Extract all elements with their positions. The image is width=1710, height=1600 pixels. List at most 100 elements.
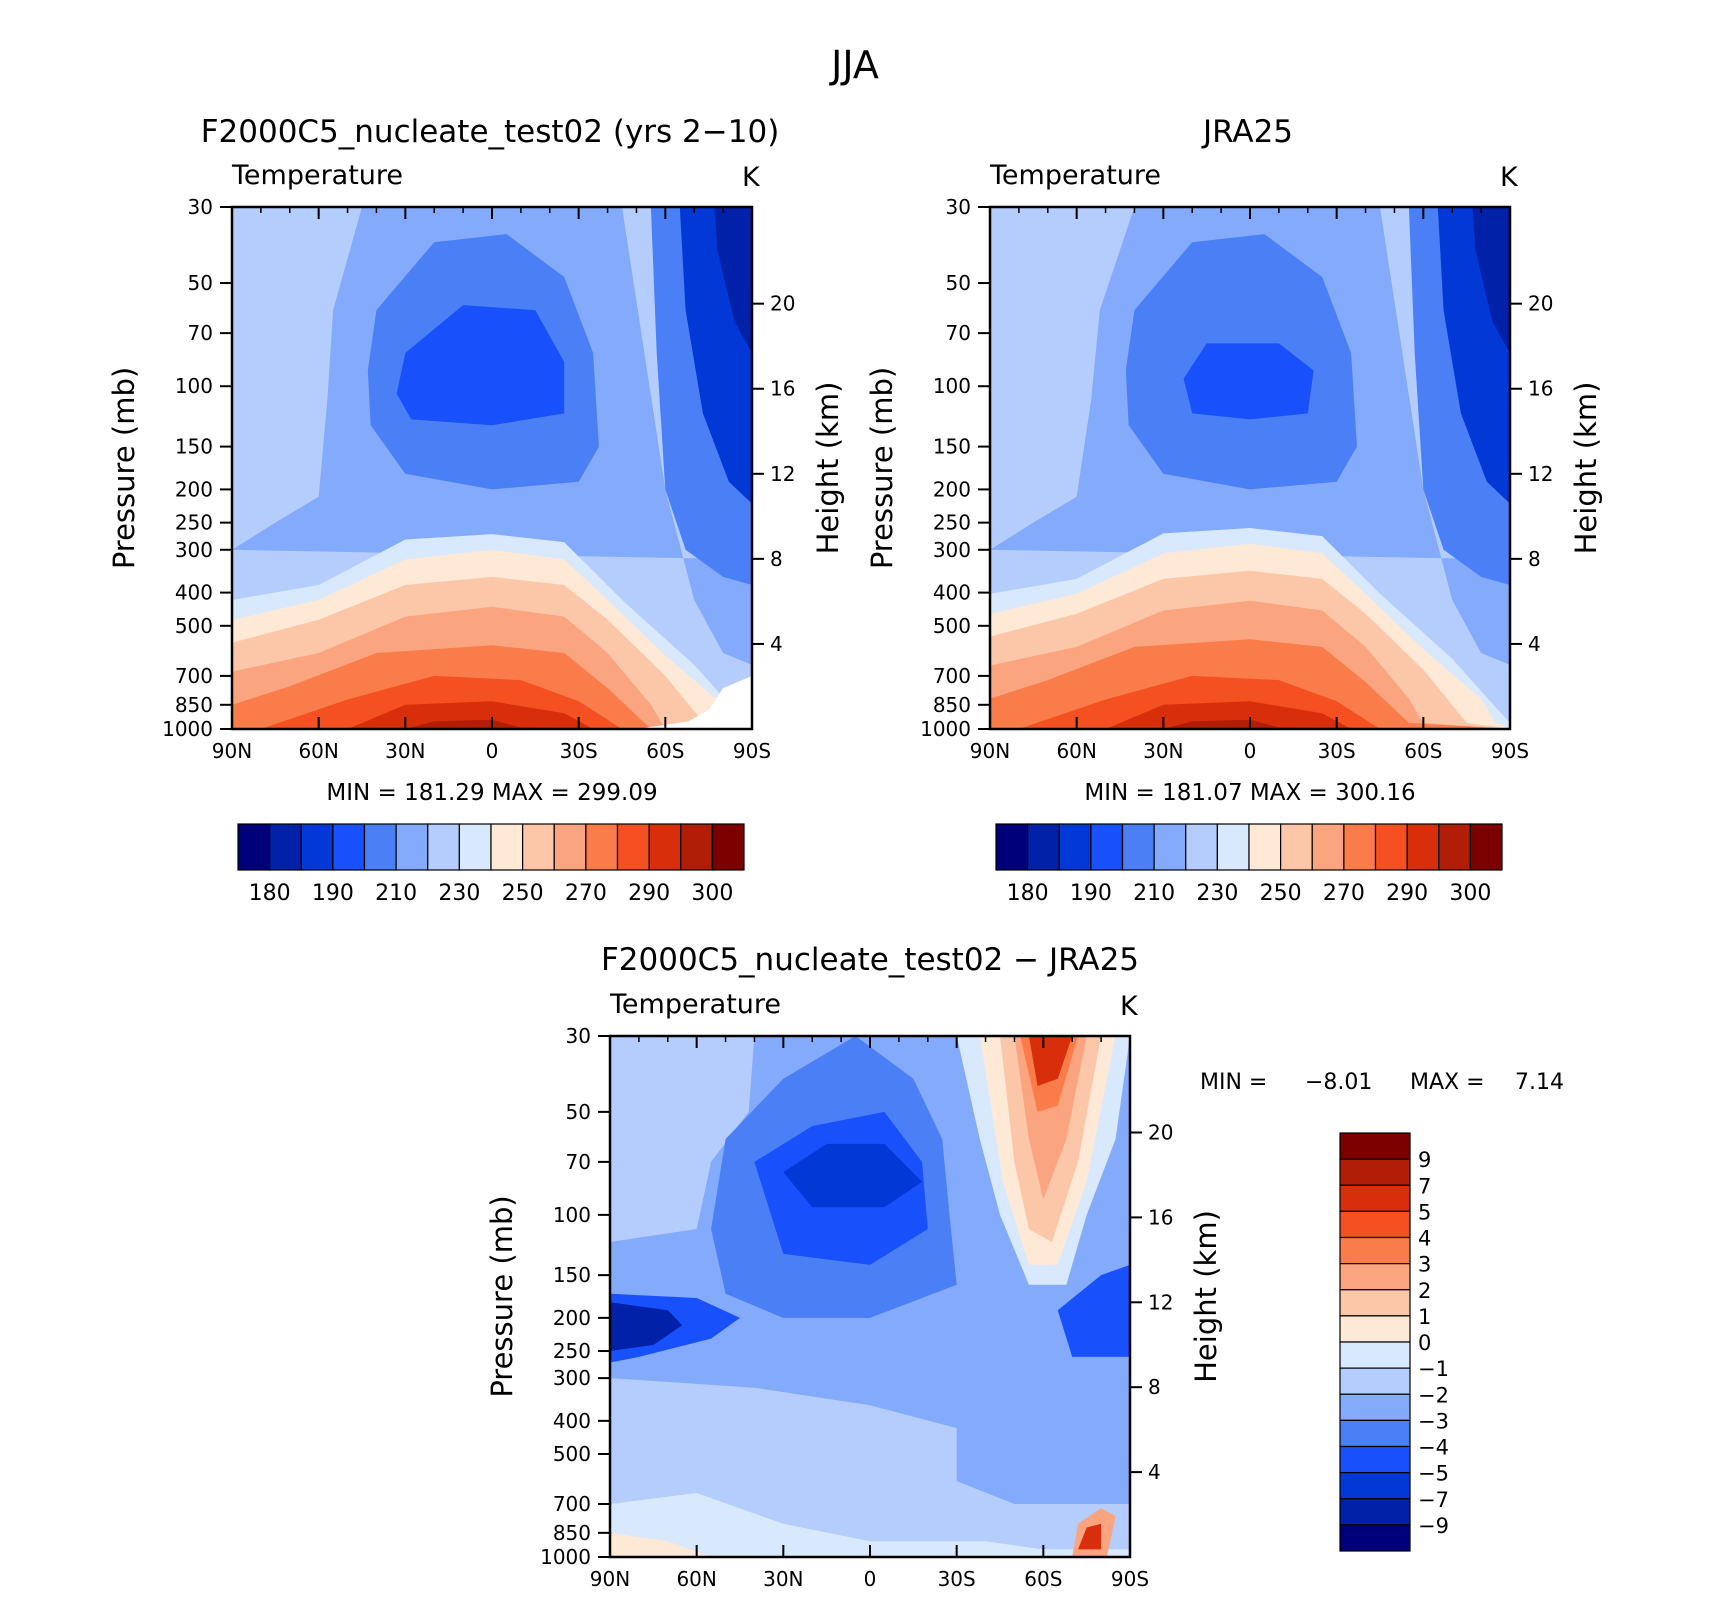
y-tick-label: 70 xyxy=(946,321,971,345)
y-axis-label: Pressure (mb) xyxy=(107,367,141,569)
colorbar-box xyxy=(1121,823,1155,871)
height-tick-label: 20 xyxy=(1528,292,1553,316)
panel-title: F2000C5_nucleate_test02 (yrs 2−10) xyxy=(201,114,780,150)
height-tick-label: 16 xyxy=(770,377,795,401)
height-tick-label: 16 xyxy=(1528,377,1553,401)
field-295-300 xyxy=(990,701,1510,729)
panel-title: F2000C5_nucleate_test02 − JRA25 xyxy=(601,942,1139,978)
field-pole-180-190 xyxy=(714,207,752,353)
y-tick-label: 250 xyxy=(933,511,971,535)
colorbar-box xyxy=(1280,823,1313,871)
colorbar-label: −5 xyxy=(1418,1462,1449,1486)
colorbar-box xyxy=(585,823,619,871)
y-tick-label: 200 xyxy=(175,477,213,501)
y-tick-label: 400 xyxy=(175,581,213,605)
colorbar-label: 5 xyxy=(1418,1200,1431,1224)
y-tick-label: 100 xyxy=(175,374,213,398)
x-tick-label: 30S xyxy=(560,739,598,763)
colorbar-label: −3 xyxy=(1418,1409,1449,1433)
x-tick-label: 0 xyxy=(864,1567,877,1591)
height-axis-label: Height (km) xyxy=(1189,1210,1223,1383)
colorbar-label: −9 xyxy=(1418,1514,1449,1538)
y-tick-label: 850 xyxy=(553,1521,591,1545)
field-190-200 xyxy=(396,305,565,426)
y-tick-label: 150 xyxy=(933,435,971,459)
x-axis: 90N 60N 30N 0 30S 60S 90S xyxy=(212,207,771,763)
height-tick-label: 20 xyxy=(770,292,795,316)
y-tick-label: 70 xyxy=(188,321,213,345)
y-tick-label: 100 xyxy=(933,374,971,398)
min-max-stats: MIN = 181.29 MAX = 299.09 xyxy=(326,780,657,806)
height-tick-label: 16 xyxy=(1148,1205,1173,1229)
y-tick-label: 50 xyxy=(188,271,213,295)
y-tick-label: 200 xyxy=(933,477,971,501)
x-tick-label: 90S xyxy=(733,739,771,763)
field-295-300 xyxy=(232,701,752,729)
y-axis-label: Pressure (mb) xyxy=(485,1195,519,1397)
colorbar-box xyxy=(1374,823,1408,871)
height-axis: 4 8 12 16 20 Height (km) xyxy=(752,292,845,656)
colorbar-box xyxy=(1339,1132,1411,1160)
y-tick-label: 300 xyxy=(553,1366,591,1390)
colorbar-box xyxy=(458,823,492,871)
height-axis-label: Height (km) xyxy=(811,382,845,555)
colorbar-box xyxy=(1339,1236,1411,1265)
colorbar: 180 190 210 230 250 270 290 300 xyxy=(995,823,1503,906)
x-tick-label: 30N xyxy=(763,1567,803,1591)
colorbar-box xyxy=(1339,1472,1411,1500)
colorbar-box xyxy=(1339,1158,1411,1186)
colorbar-label: 250 xyxy=(502,881,544,906)
colorbar-box xyxy=(553,823,587,871)
x-tick-label: 30N xyxy=(385,739,425,763)
y-tick-label: 400 xyxy=(553,1409,591,1433)
height-tick-label: 8 xyxy=(770,547,783,571)
y-tick-label: 1000 xyxy=(162,717,213,741)
colorbar-label: 2 xyxy=(1418,1279,1431,1303)
y-tick-label: 100 xyxy=(553,1203,591,1227)
field-190-200 xyxy=(1183,343,1314,420)
y-tick-label: 70 xyxy=(566,1150,591,1174)
field-neg2-neg1-ul xyxy=(610,1036,755,1242)
colorbar-label: −2 xyxy=(1418,1383,1449,1407)
colorbar-label: 180 xyxy=(249,881,291,906)
height-axis: 4 8 12 16 20 Height (km) xyxy=(1510,292,1603,656)
colorbar-box xyxy=(1406,823,1440,871)
colorbar-label: 210 xyxy=(1133,881,1175,906)
colorbar-box xyxy=(1339,1263,1411,1291)
colorbar-box xyxy=(490,823,524,871)
min-max-stats: MIN = −8.01 MAX = 7.14 xyxy=(1200,1070,1564,1095)
variable-label: Temperature xyxy=(989,160,1161,191)
height-axis-label: Height (km) xyxy=(1569,382,1603,555)
y-tick-label: 850 xyxy=(933,693,971,717)
height-tick-label: 8 xyxy=(1148,1375,1161,1399)
y-tick-label: 30 xyxy=(946,195,971,219)
y-tick-label: 1000 xyxy=(920,717,971,741)
colorbar-label: 210 xyxy=(375,881,417,906)
x-axis: 90N 60N 30N 0 30S 60S 90S xyxy=(590,1036,1149,1591)
height-axis: 4 8 12 16 20 Height (km) xyxy=(1130,1120,1223,1484)
colorbar-box xyxy=(1216,823,1250,871)
field-5-7 xyxy=(1028,1036,1073,1086)
colorbar-label: 230 xyxy=(1196,881,1238,906)
x-tick-label: 30S xyxy=(938,1567,976,1591)
colorbar-box xyxy=(1343,823,1377,871)
y-tick-label: 150 xyxy=(553,1263,591,1287)
colorbar-box xyxy=(1339,1184,1411,1212)
svg-text:MIN =: MIN = xyxy=(1200,1070,1267,1095)
x-tick-label: 60N xyxy=(298,739,338,763)
colorbar-box xyxy=(680,823,713,871)
colorbar-box xyxy=(995,823,1029,871)
panel-diff: F2000C5_nucleate_test02 − JRA25 Temperatu… xyxy=(485,942,1564,1591)
variable-label: Temperature xyxy=(231,160,403,191)
height-tick-label: 8 xyxy=(1528,547,1541,571)
y-tick-label: 250 xyxy=(553,1339,591,1363)
colorbar-box xyxy=(395,823,429,871)
colorbar-label: 1 xyxy=(1418,1305,1431,1329)
y-tick-label: 400 xyxy=(933,581,971,605)
colorbar-label: 300 xyxy=(1449,881,1491,906)
colorbar-box xyxy=(1469,823,1503,871)
colorbar-label: 180 xyxy=(1007,881,1049,906)
